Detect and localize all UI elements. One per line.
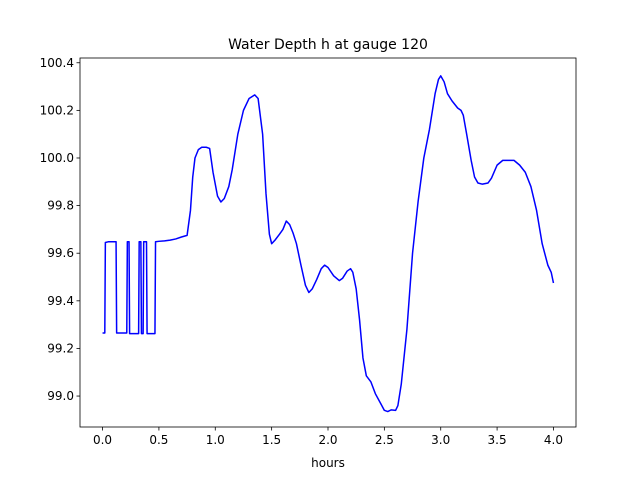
- x-tick-label: 1.0: [206, 433, 225, 447]
- x-tick-label: 4.0: [544, 433, 563, 447]
- x-tick-label: 2.0: [318, 433, 337, 447]
- y-tick-label: 99.4: [47, 294, 74, 308]
- chart-title: Water Depth h at gauge 120: [228, 37, 428, 53]
- y-tick-label: 100.2: [40, 103, 74, 117]
- y-tick-label: 100.4: [40, 56, 74, 70]
- x-tick-label: 2.5: [375, 433, 394, 447]
- plot-area: 0.0 0.5 1.0 1.5 2.0 2.5 3.0 3.5 4.0 99.0 99.2 99.4 9…: [40, 56, 577, 447]
- x-tick-label: 0.0: [93, 433, 112, 447]
- y-tick-label: 99.8: [47, 199, 74, 213]
- y-tick-label: 99.0: [47, 389, 74, 403]
- x-tick-label: 1.5: [262, 433, 281, 447]
- x-tick-label: 3.0: [431, 433, 450, 447]
- y-tick-label: 99.6: [47, 246, 74, 260]
- x-tick-label: 3.5: [488, 433, 507, 447]
- x-tick-label: 0.5: [149, 433, 168, 447]
- y-tick-label: 99.2: [47, 341, 74, 355]
- series-line-0: [102, 75, 555, 413]
- y-tick-label: 100.0: [40, 151, 74, 165]
- x-axis-label: hours: [311, 456, 345, 470]
